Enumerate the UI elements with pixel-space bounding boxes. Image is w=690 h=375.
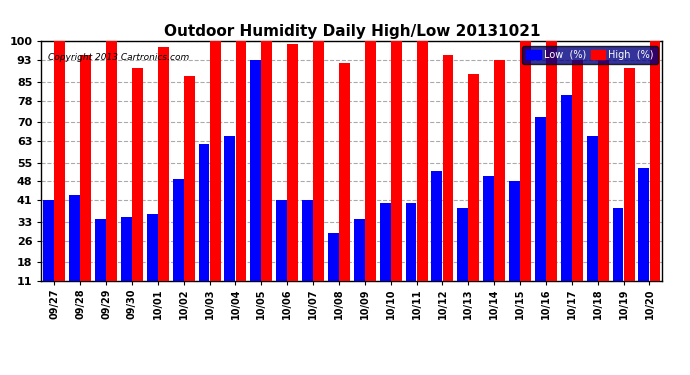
Bar <box>520 41 531 281</box>
Bar <box>95 219 106 281</box>
Bar <box>132 68 143 281</box>
Bar <box>339 63 350 281</box>
Bar <box>535 117 546 281</box>
Bar <box>561 95 572 281</box>
Bar <box>598 60 609 281</box>
Bar <box>417 41 428 281</box>
Bar <box>365 41 376 281</box>
Bar <box>172 179 184 281</box>
Bar <box>69 195 80 281</box>
Bar <box>613 209 624 281</box>
Bar <box>55 41 66 281</box>
Bar <box>43 200 55 281</box>
Bar <box>121 216 132 281</box>
Bar <box>328 233 339 281</box>
Bar <box>431 171 442 281</box>
Bar <box>624 68 635 281</box>
Title: Outdoor Humidity Daily High/Low 20131021: Outdoor Humidity Daily High/Low 20131021 <box>164 24 540 39</box>
Bar <box>199 144 210 281</box>
Bar <box>380 203 391 281</box>
Bar <box>442 55 453 281</box>
Bar <box>586 136 598 281</box>
Bar <box>184 76 195 281</box>
Bar <box>354 219 365 281</box>
Bar <box>483 176 494 281</box>
Text: Copyright 2013 Cartronics.com: Copyright 2013 Cartronics.com <box>48 53 189 62</box>
Bar <box>80 55 91 281</box>
Bar <box>250 60 262 281</box>
Bar <box>572 60 583 281</box>
Bar <box>638 168 649 281</box>
Bar <box>276 200 287 281</box>
Bar <box>313 41 324 281</box>
Bar <box>457 209 469 281</box>
Bar <box>287 44 298 281</box>
Legend: Low  (%), High  (%): Low (%), High (%) <box>522 46 658 64</box>
Bar <box>147 214 158 281</box>
Bar <box>210 41 221 281</box>
Bar <box>106 41 117 281</box>
Bar <box>235 41 246 281</box>
Bar <box>302 200 313 281</box>
Bar <box>649 41 660 281</box>
Bar <box>262 41 273 281</box>
Bar <box>224 136 235 281</box>
Bar <box>469 74 480 281</box>
Bar <box>406 203 417 281</box>
Bar <box>391 41 402 281</box>
Bar <box>494 60 505 281</box>
Bar <box>509 182 520 281</box>
Bar <box>158 46 169 281</box>
Bar <box>546 41 557 281</box>
